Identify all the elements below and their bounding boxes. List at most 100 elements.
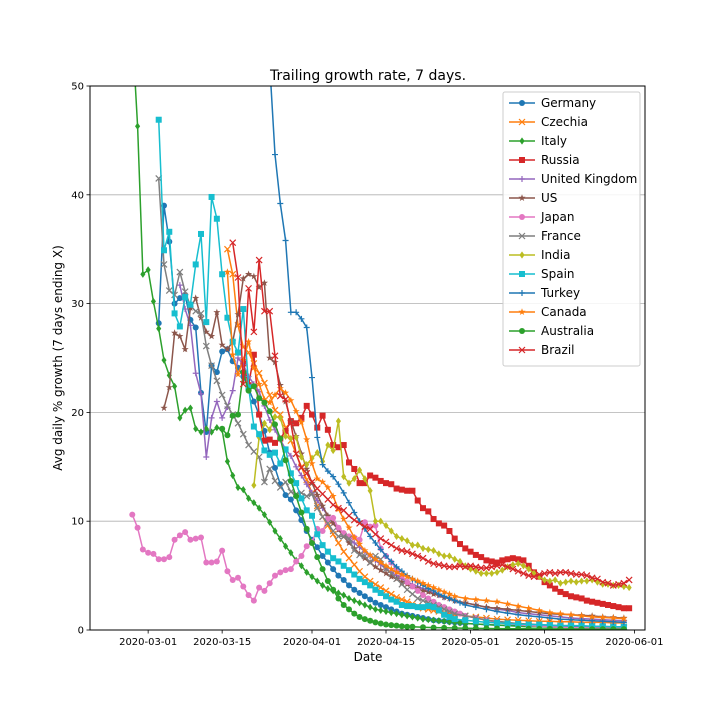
legend-label: Japan [540,210,574,224]
data-point [494,625,500,630]
data-point [335,595,342,602]
data-point [378,517,384,525]
data-point [578,612,586,619]
data-point [298,509,305,516]
data-point [568,622,574,629]
data-point [203,425,209,433]
data-point [351,465,358,472]
legend-marker [519,176,525,182]
data-point [372,619,379,626]
data-point [160,404,168,412]
data-point [409,550,416,558]
data-point [556,609,564,617]
data-point [287,396,295,404]
data-point [356,540,364,548]
data-point [250,328,258,336]
data-point [589,617,596,624]
data-point [367,533,374,540]
data-point [261,307,268,315]
data-point [335,539,342,547]
data-point [155,116,162,123]
chart-title: Trailing growth rate, 7 days. [269,68,466,84]
legend-marker [519,328,525,334]
data-point [245,337,253,345]
legend-label: Brazil [541,343,575,357]
data-point [319,478,327,486]
data-point [330,442,337,449]
data-point [324,512,332,519]
data-point [425,545,431,554]
data-point [245,284,252,292]
data-point [229,338,236,345]
data-point [609,581,617,589]
data-point [435,520,442,527]
data-point [160,261,168,268]
data-point [483,569,489,578]
data-point [298,495,305,502]
data-point [298,315,305,322]
data-point [165,287,173,294]
data-point [145,549,152,556]
data-point [567,569,575,577]
data-point [388,608,394,617]
data-point [293,309,300,316]
data-point [223,268,231,276]
data-point [357,466,363,474]
data-point [387,572,395,580]
data-point [404,537,410,545]
data-point [393,622,400,629]
data-point [214,424,220,432]
data-point [414,577,422,585]
data-point [361,523,369,531]
data-point [498,561,506,569]
legend-marker [519,290,525,296]
data-point [198,230,204,237]
data-point [218,341,226,348]
data-point [224,568,231,575]
data-point [324,578,331,585]
data-point [404,623,411,630]
data-point [271,358,279,366]
data-point [245,592,252,599]
data-point [451,535,458,542]
data-point [452,555,458,563]
data-point [277,569,284,576]
legend-entry: Australia [509,324,594,338]
data-point [525,607,533,615]
data-point [509,565,517,573]
data-point [203,319,210,326]
data-point [155,556,162,563]
data-point [431,616,437,624]
data-point [320,581,326,589]
data-point [235,355,241,361]
data-point [192,535,199,542]
data-point [409,603,416,610]
data-point [535,608,543,616]
data-point [414,497,421,504]
data-point [176,532,183,539]
data-point [493,562,501,570]
data-point [610,603,617,610]
data-point [462,625,469,630]
data-point [478,569,484,578]
data-point [229,270,237,278]
data-point [192,294,200,302]
data-point [387,565,395,573]
data-point [329,527,337,535]
data-point [387,590,395,598]
legend-marker [518,194,526,201]
data-point [314,577,320,585]
data-point [599,600,606,607]
data-point [367,472,374,479]
data-point [181,288,189,296]
data-point [229,412,236,419]
data-point [552,585,559,592]
data-point [394,532,400,541]
data-point [171,536,178,543]
data-point [367,596,374,603]
data-point [282,237,289,244]
x-tick-label: 2020-05-15 [516,637,574,648]
data-point [578,571,585,578]
data-point [594,575,601,583]
data-point [234,274,242,281]
